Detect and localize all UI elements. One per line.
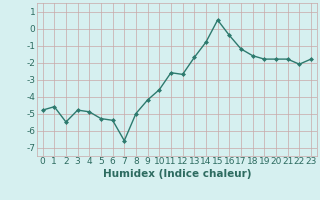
- X-axis label: Humidex (Indice chaleur): Humidex (Indice chaleur): [102, 169, 251, 179]
